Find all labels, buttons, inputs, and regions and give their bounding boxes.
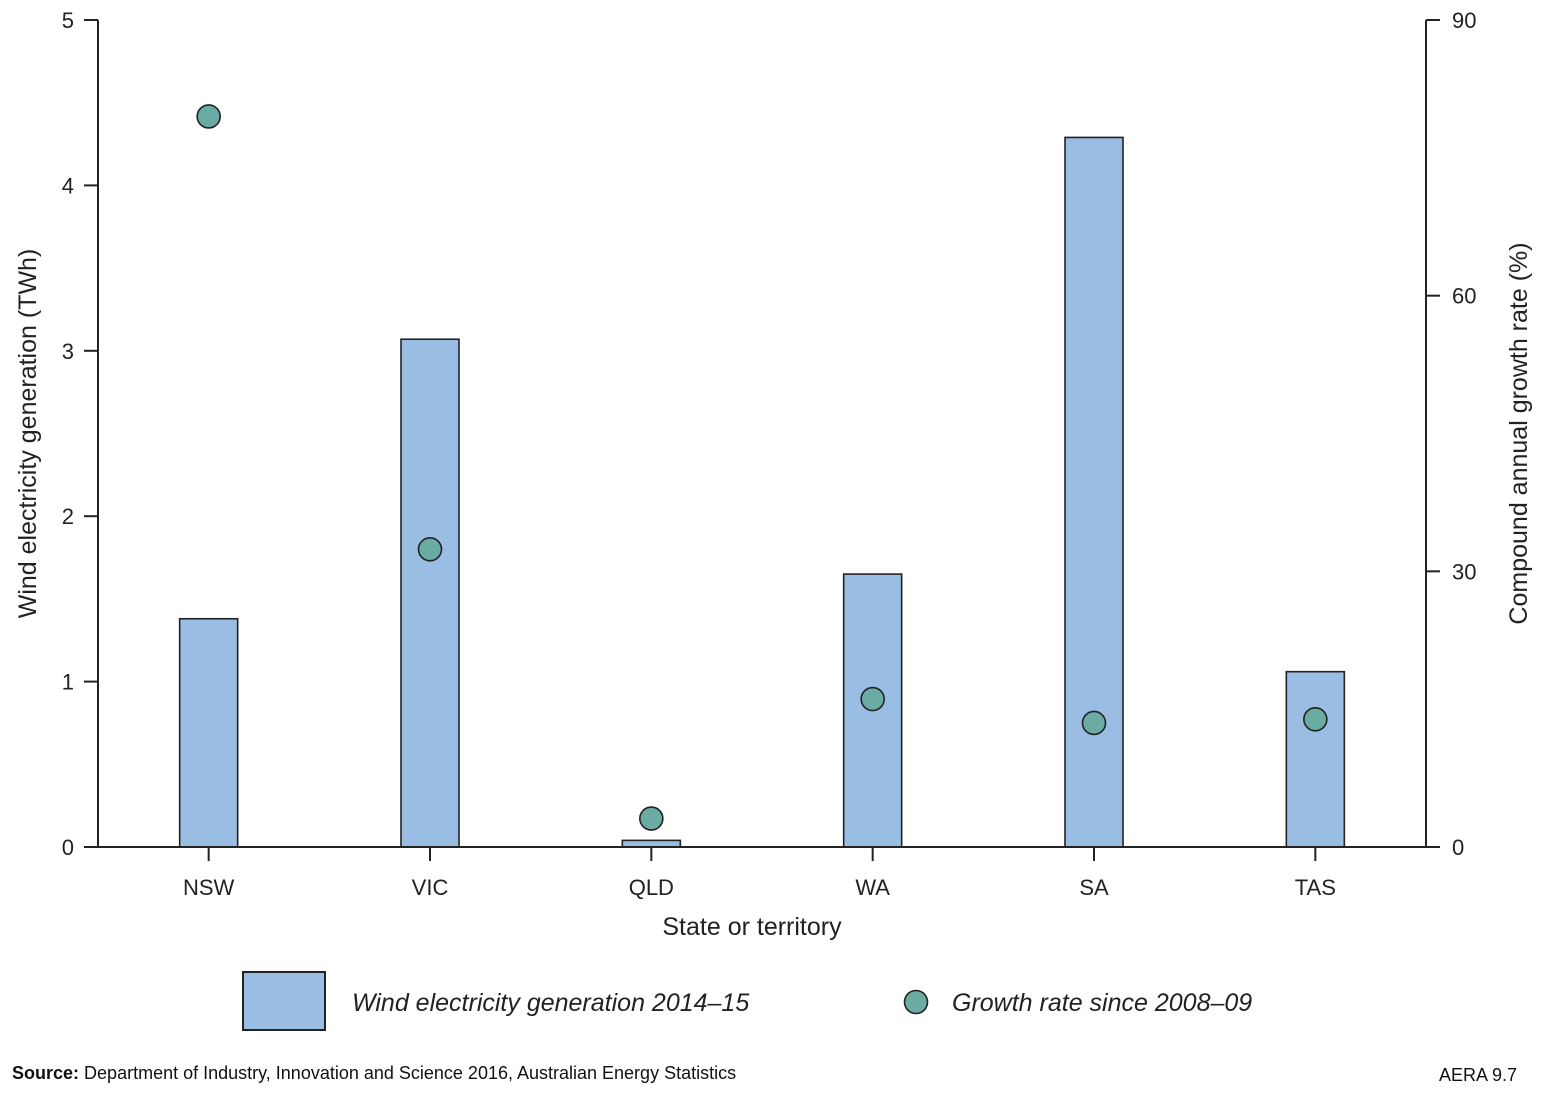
y-tick-label: 3 — [62, 339, 74, 364]
legend-dot-swatch — [903, 989, 929, 1015]
x-axis-title: State or territory — [662, 913, 842, 941]
chart: 0 1 2 3 4 5 0 30 60 90 NSW VIC QLD WA SA TAS State or t… — [14, 8, 1533, 1031]
dot-wa — [860, 686, 885, 712]
x-tick-label: VIC — [412, 875, 449, 900]
growth-dots — [196, 104, 1328, 831]
y2-tick-label: 60 — [1452, 284, 1476, 309]
bar-sa — [1064, 136, 1124, 848]
source-note: Source: Department of Industry, Innovati… — [12, 1063, 736, 1084]
axes — [84, 19, 1440, 861]
y2-tick-label: 0 — [1452, 835, 1464, 860]
bar-tas — [1285, 670, 1346, 848]
bar-vic — [400, 338, 460, 848]
y2-tick-label: 90 — [1452, 8, 1476, 33]
legend: Wind electricity generation 2014–15 Grow… — [242, 971, 1252, 1031]
y-tick-label: 0 — [62, 835, 74, 860]
source-label: Source: — [12, 1063, 80, 1083]
dot-tas — [1303, 706, 1328, 732]
legend-bar-swatch — [242, 971, 326, 1031]
legend-bar-label: Wind electricity generation 2014–15 — [352, 989, 749, 1017]
x-tick-label: QLD — [629, 875, 674, 900]
tick-labels: 0 1 2 3 4 5 0 30 60 90 NSW VIC QLD WA SA TAS — [62, 8, 1477, 900]
figure-code: AERA 9.7 — [1438, 1065, 1517, 1085]
source-text: Department of Industry, Innovation and S… — [84, 1063, 737, 1083]
y-tick-label: 2 — [62, 504, 74, 529]
x-tick-label: WA — [855, 875, 890, 900]
y-tick-label: 4 — [62, 173, 74, 198]
y-axis-title: Wind electricity generation (TWh) — [14, 249, 42, 619]
y-tick-label: 5 — [62, 8, 74, 33]
dot-qld — [639, 806, 664, 831]
bar-nsw — [178, 617, 239, 848]
x-tick-label: NSW — [183, 875, 235, 900]
x-tick-label: TAS — [1295, 875, 1336, 900]
x-tick-label: SA — [1079, 875, 1109, 900]
dot-sa — [1081, 710, 1107, 736]
legend-dot-label: Growth rate since 2008–09 — [952, 989, 1252, 1017]
y2-tick-label: 30 — [1452, 559, 1476, 584]
y2-axis-title: Compound annual growth rate (%) — [1505, 242, 1533, 624]
dot-vic — [417, 536, 443, 562]
y-tick-label: 1 — [62, 670, 74, 695]
bars — [178, 136, 1346, 848]
dot-nsw — [196, 104, 221, 129]
